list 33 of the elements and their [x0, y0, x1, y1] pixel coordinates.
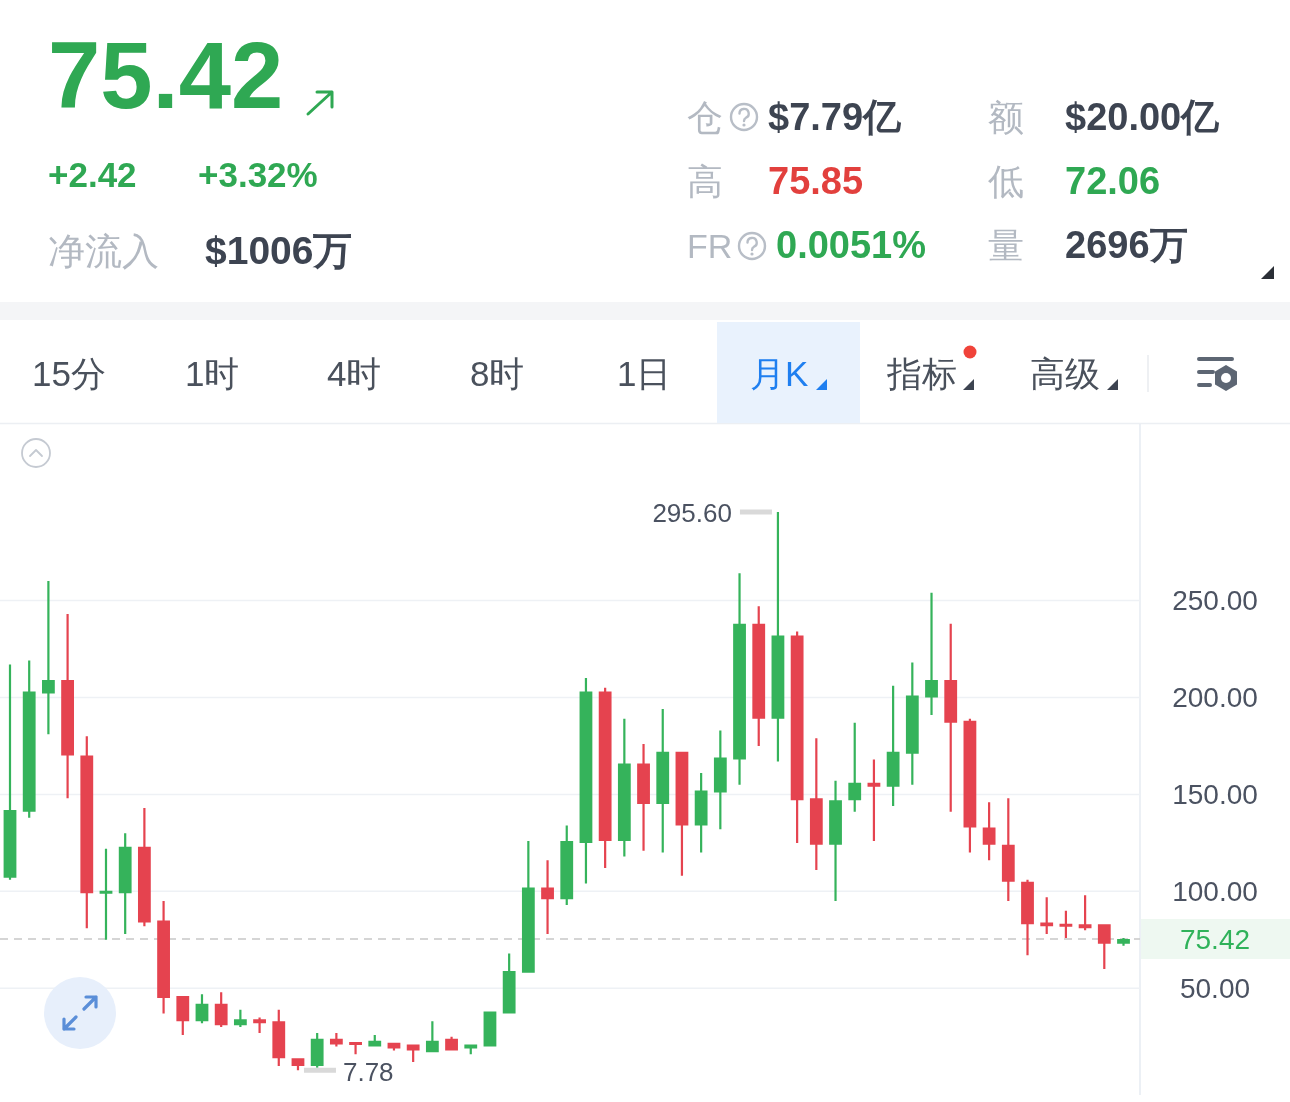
text: 高级	[1030, 354, 1100, 393]
y-tick-label: 200.00	[1172, 682, 1258, 714]
text: $7.79亿	[768, 96, 903, 138]
text: $1006万	[205, 229, 353, 272]
text: 额	[988, 97, 1024, 138]
text: 75.85	[768, 160, 864, 202]
y-tick-label: 150.00	[1172, 779, 1258, 811]
text: FR	[687, 227, 733, 265]
text: 指标	[886, 354, 957, 393]
text: 15分	[32, 354, 106, 393]
text: 4时	[327, 354, 382, 393]
text: 净流入	[48, 231, 159, 272]
text: 8时	[470, 354, 525, 393]
text: 月K	[750, 354, 809, 393]
text: 75.42	[48, 23, 284, 128]
text: 仓	[687, 97, 723, 138]
text: 低	[988, 161, 1024, 202]
y-tick-label: 50.00	[1179, 973, 1251, 1005]
y-tick-label: 250.00	[1172, 585, 1258, 617]
text: +3.32%	[198, 155, 318, 194]
y-tick-label: 100.00	[1172, 876, 1258, 908]
ref-line-label: 75.42	[1179, 924, 1251, 956]
annotation: 295.60	[652, 498, 732, 529]
text: $20.00亿	[1065, 96, 1221, 138]
text: 0.0051%	[776, 224, 927, 266]
text: 1时	[185, 354, 240, 393]
text: 量	[988, 225, 1024, 266]
text: 高	[687, 161, 723, 202]
text: +2.42	[48, 155, 137, 194]
text: 72.06	[1065, 160, 1161, 202]
annotation: 7.78	[342, 1057, 394, 1088]
text: 1日	[617, 354, 672, 393]
text: 2696万	[1065, 224, 1188, 266]
